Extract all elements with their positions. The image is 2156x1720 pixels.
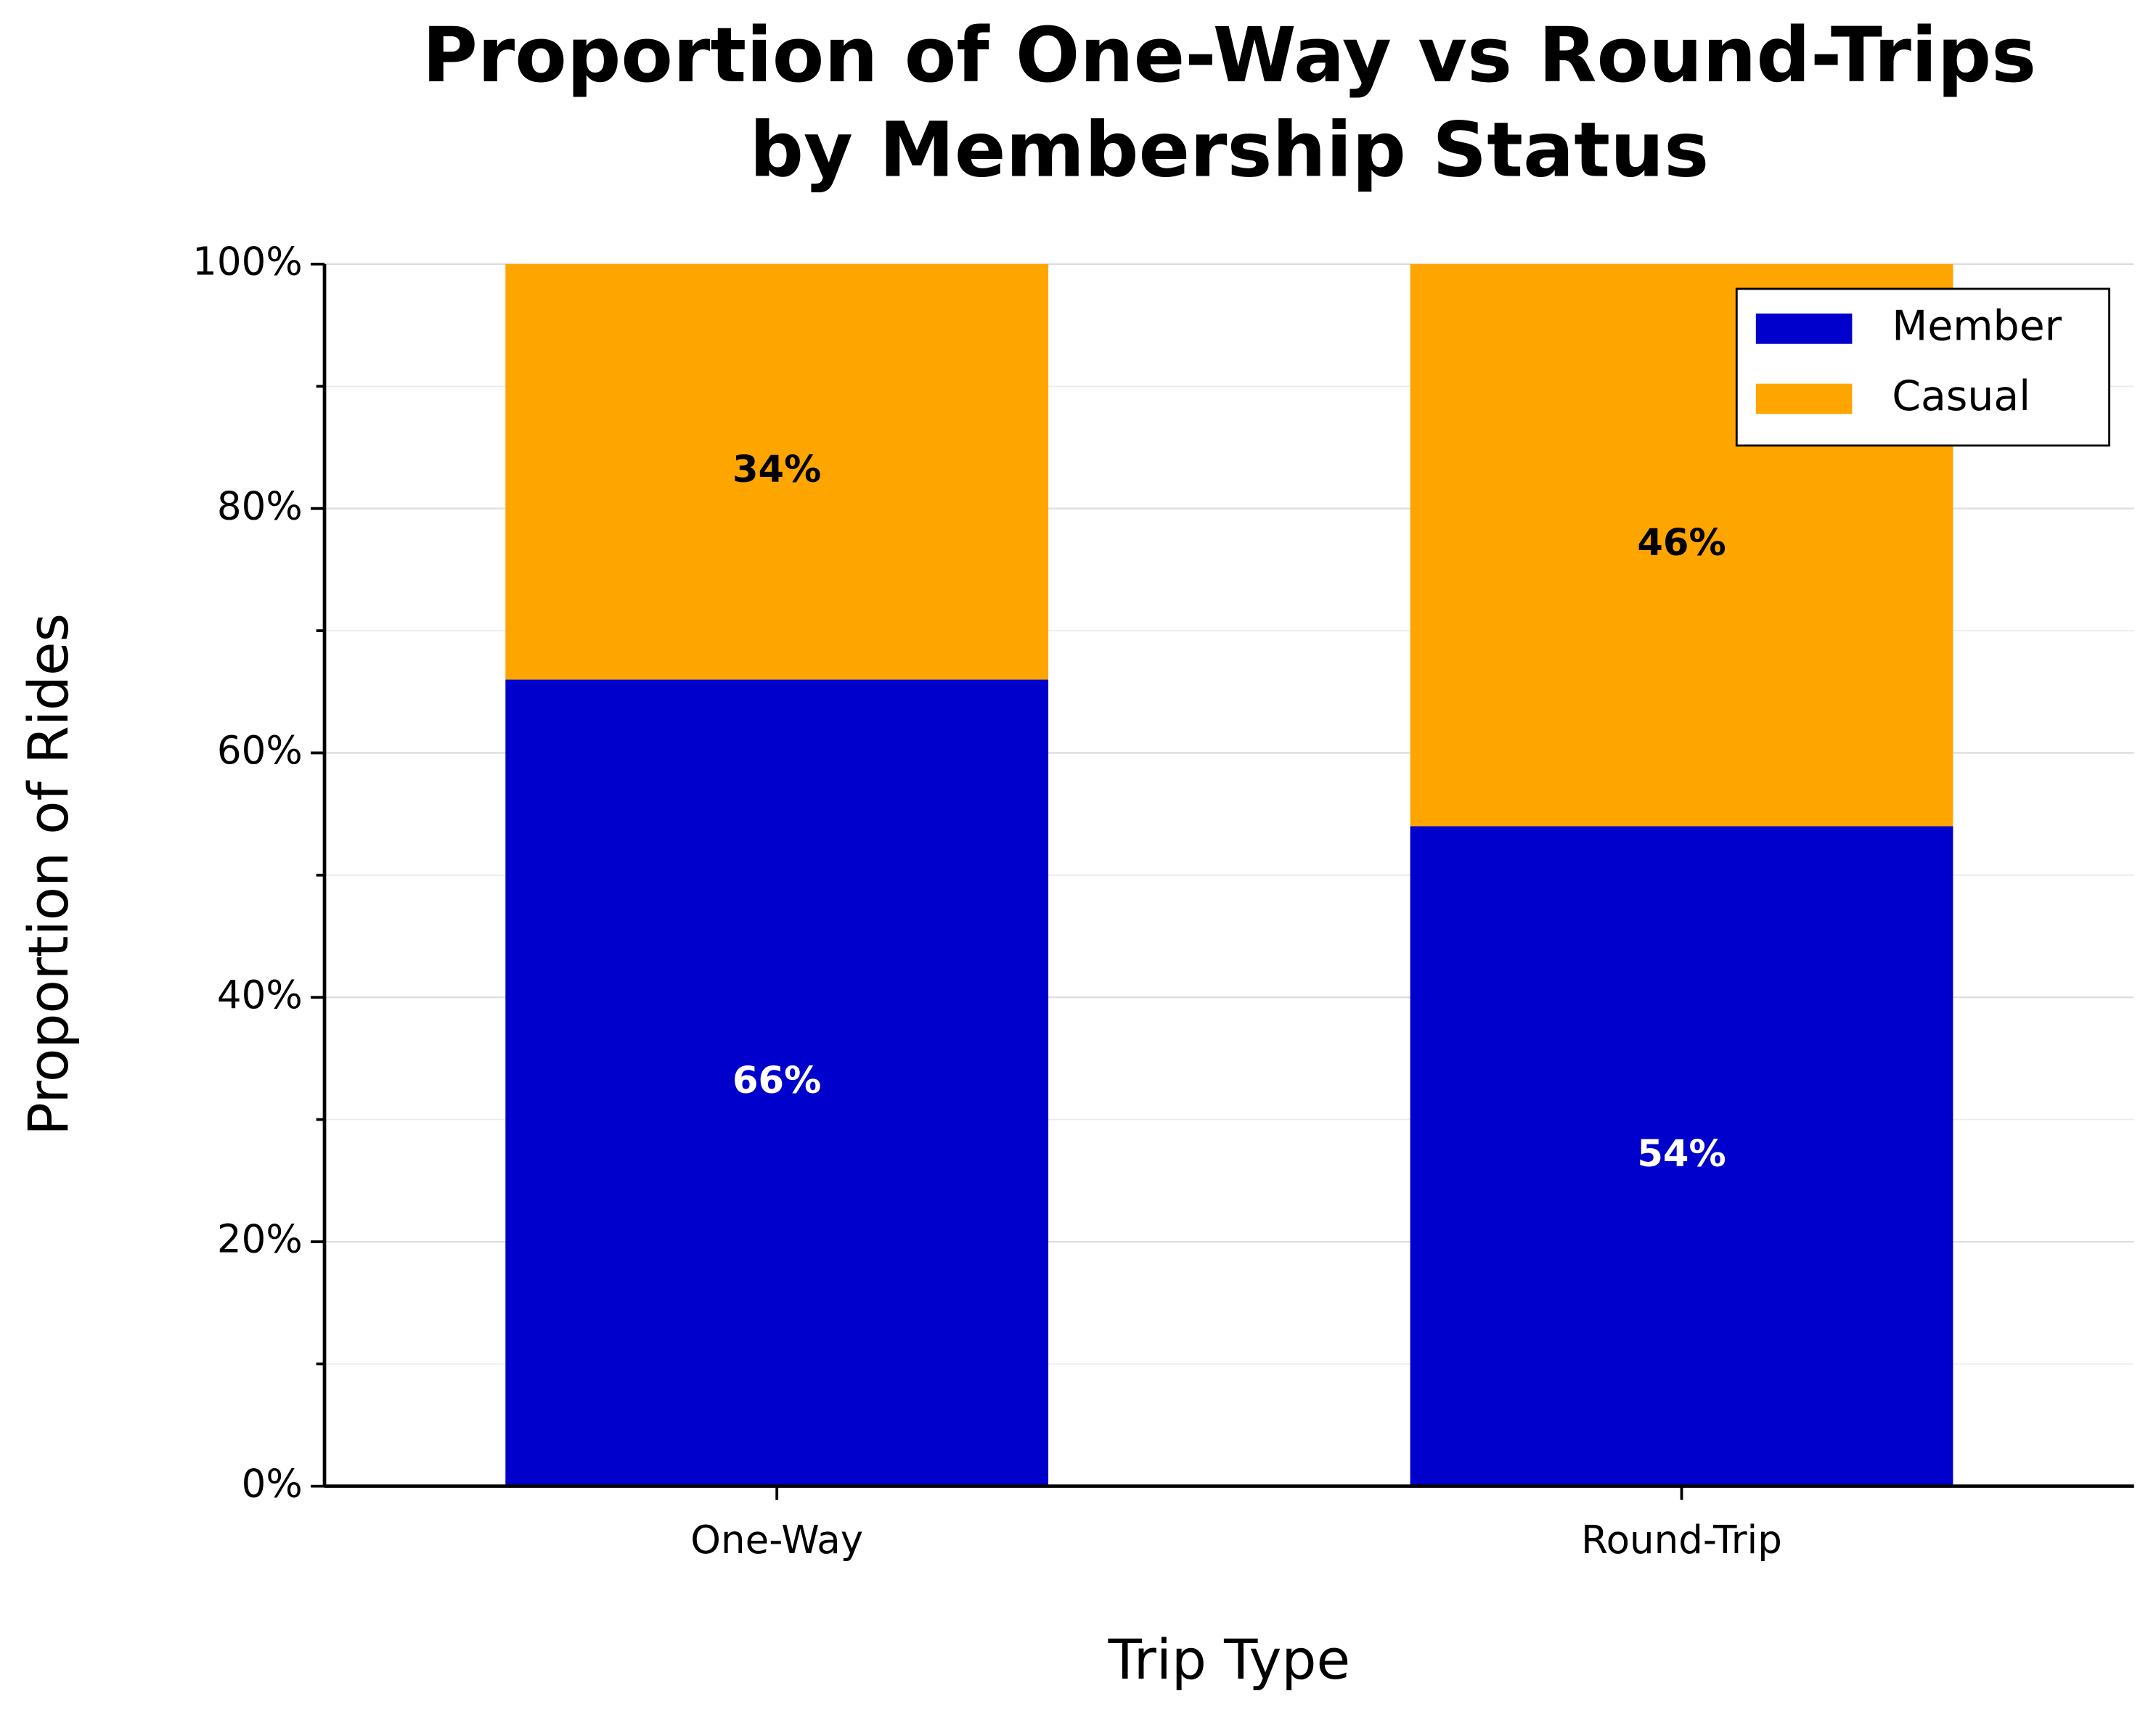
legend-label: Member	[1892, 303, 2062, 351]
chart-title: by Membership Status	[749, 106, 1709, 194]
legend-swatch	[1755, 314, 1853, 344]
data-label: 46%	[1637, 522, 1726, 565]
y-tick-label: 100%	[192, 239, 303, 284]
legend-label: Casual	[1892, 372, 2030, 420]
x-tick-label: Round-Trip	[1581, 1518, 1782, 1563]
y-tick-label: 0%	[242, 1461, 303, 1506]
y-tick-label: 20%	[217, 1217, 303, 1262]
y-tick-label: 40%	[217, 972, 303, 1017]
legend-swatch	[1755, 383, 1853, 414]
x-tick-label: One-Way	[690, 1518, 863, 1563]
bar-segment	[1410, 826, 1953, 1486]
chart-title: Proportion of One-Way vs Round-Trips	[422, 11, 2037, 99]
data-label: 34%	[732, 449, 821, 491]
data-label: 54%	[1637, 1133, 1726, 1176]
y-tick-label: 60%	[217, 728, 303, 773]
x-axis-label: Trip Type	[1108, 1628, 1350, 1692]
y-tick-label: 80%	[217, 483, 303, 528]
y-axis-label: Proportion of Rides	[17, 613, 81, 1136]
data-label: 66%	[732, 1060, 821, 1102]
bar-segment	[505, 263, 1049, 680]
bar-segment	[505, 679, 1049, 1486]
